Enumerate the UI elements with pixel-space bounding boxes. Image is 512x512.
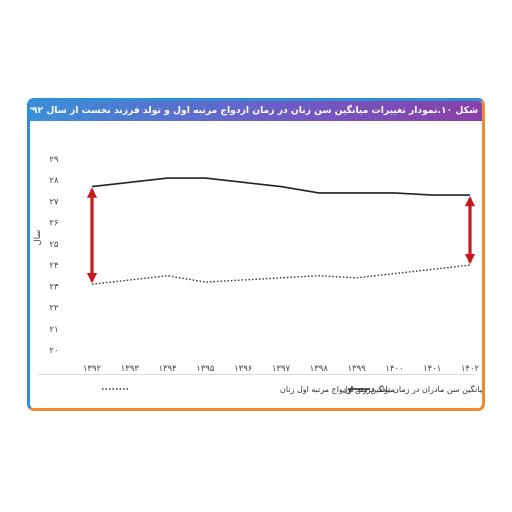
x-tick-label: ۱۳۹۳ xyxy=(121,364,140,374)
chart-title: شکل ۱۰.نمودار تغییرات میانگین سن زنان در… xyxy=(30,101,482,121)
x-tick-label: ۱۴۰۰ xyxy=(385,364,403,374)
y-axis-label: سال xyxy=(33,230,43,246)
x-tick-label: ۱۳۹۵ xyxy=(196,364,215,374)
legend-divider xyxy=(38,374,474,375)
y-tick-label: ۲۷ xyxy=(49,197,59,207)
legend-label: میانگین سن مادران در زمان تولد فرزند اول xyxy=(342,384,482,394)
series-line-1 xyxy=(91,177,470,196)
x-tick-label: ۱۳۹۶ xyxy=(234,364,252,374)
y-tick-label: ۲۴ xyxy=(49,261,58,271)
series-line-2 xyxy=(91,264,471,285)
y-tick-label: ۲۱ xyxy=(49,325,58,335)
y-tick-label: ۲۰ xyxy=(49,346,58,356)
x-tick-label: ۱۳۹۷ xyxy=(272,364,291,374)
x-tick-label: ۱۳۹۴ xyxy=(158,364,176,374)
x-tick-label: ۱۳۹۹ xyxy=(347,364,366,374)
x-tick-label: ۱۴۰۲ xyxy=(461,364,480,374)
line-chart: ۲۰ ۲۱ ۲۲ ۲۳ ۲۴ ۲۵ ۲۶ ۲۷ ۲۸ ۲۹ سال ۱۳۹۲ ۱۳۹۳ ۱۳۹۴ ۱۳۹۵ ۱… xyxy=(33,155,482,394)
chart-card: شکل ۱۰.نمودار تغییرات میانگین سن زنان در… xyxy=(27,98,485,411)
y-tick-label: ۲۲ xyxy=(49,304,59,314)
y-tick-label: ۲۸ xyxy=(49,176,59,186)
legend-label: میانگین سن ازدواج مرتبه اول زنان xyxy=(280,384,395,394)
x-tick-label: ۱۳۹۸ xyxy=(310,364,329,374)
y-tick-label: ۲۳ xyxy=(49,282,59,292)
x-tick-label: ۱۳۹۲ xyxy=(83,364,102,374)
y-tick-label: ۲۶ xyxy=(49,219,58,229)
y-tick-label: ۲۵ xyxy=(49,240,59,250)
y-tick-label: ۲۹ xyxy=(49,155,59,165)
x-tick-label: ۱۴۰۱ xyxy=(423,364,441,374)
